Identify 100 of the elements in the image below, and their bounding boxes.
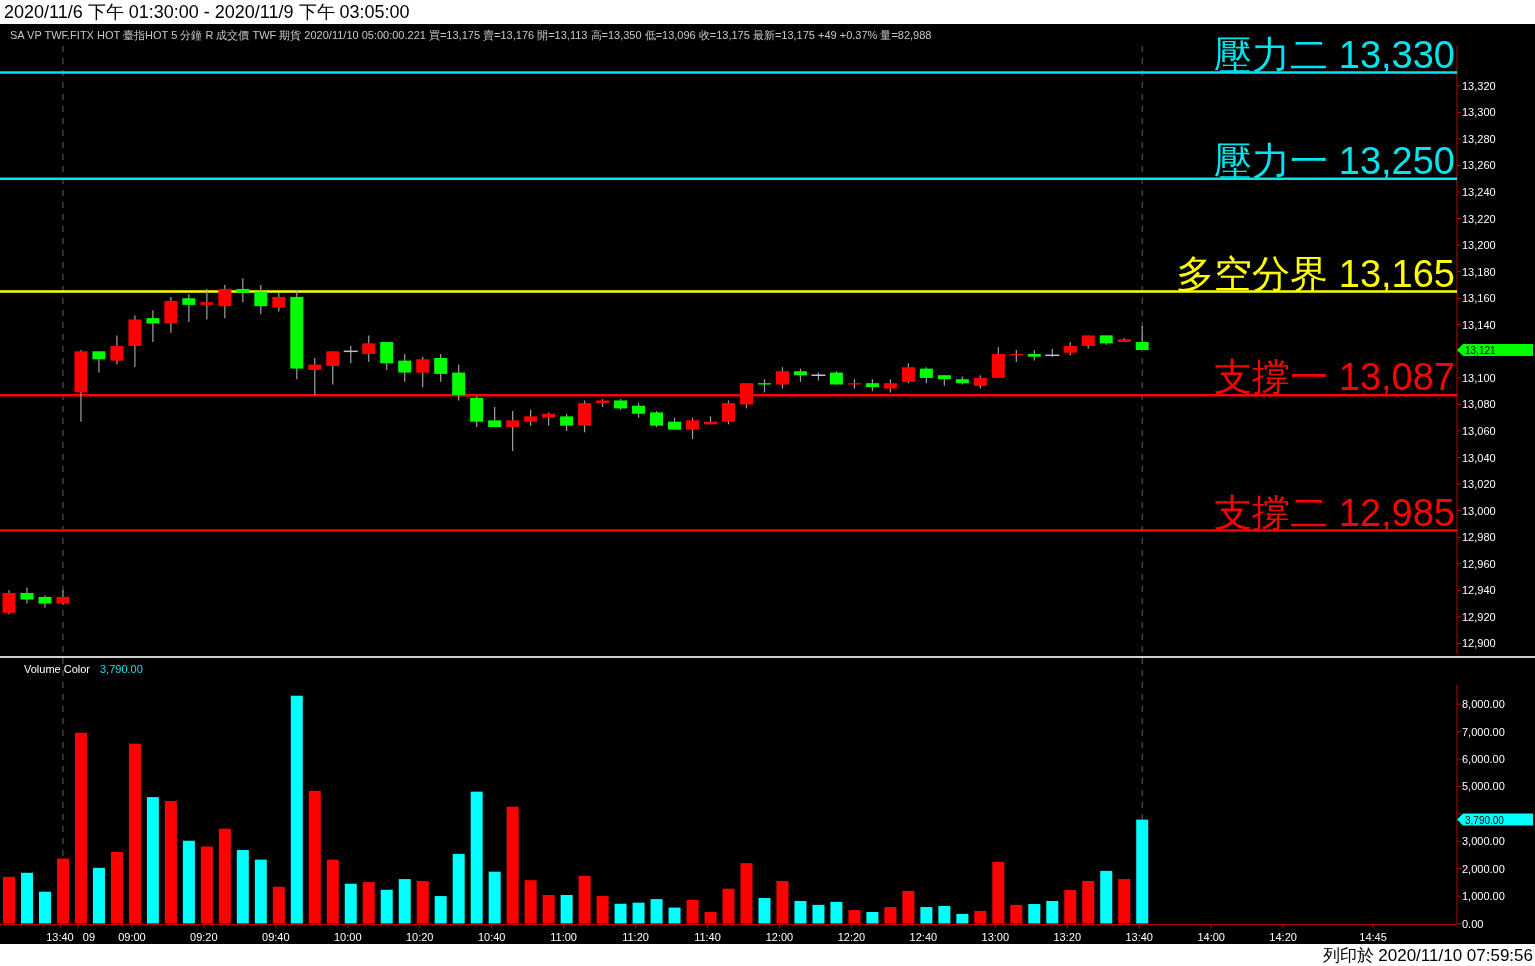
- y-tick-label: 13,000: [1462, 504, 1496, 517]
- candlestick: [110, 334, 124, 366]
- y-tick-label: 12,980: [1462, 531, 1496, 544]
- y-tick-label: 8,000.00: [1462, 698, 1505, 711]
- bar: [2, 876, 15, 924]
- bar: [380, 889, 393, 924]
- candlestick: [20, 587, 34, 605]
- y-tick-label: 3,000.00: [1462, 835, 1505, 848]
- bar: [290, 695, 303, 924]
- candlestick: [722, 399, 735, 425]
- candlestick: [470, 395, 484, 428]
- y-tick-label: 7,000.00: [1462, 725, 1505, 738]
- bar: [704, 911, 717, 924]
- bar: [794, 901, 807, 924]
- bar: [218, 828, 231, 924]
- bar: [434, 896, 447, 924]
- bar: [1082, 881, 1095, 924]
- candlestick: [92, 350, 106, 374]
- x-tick-label: 11:40: [694, 930, 721, 943]
- bar: [416, 881, 429, 924]
- bar: [722, 888, 735, 924]
- candlestick: [146, 309, 160, 343]
- bar: [146, 797, 159, 924]
- bar: [1064, 890, 1077, 924]
- ref-line-label: 多空分界 13,165: [1176, 252, 1455, 295]
- bar: [1046, 901, 1059, 924]
- y-tick-label: 2,000.00: [1462, 862, 1505, 875]
- bar: [236, 850, 249, 924]
- bar: [1136, 819, 1149, 924]
- y-tick-label: 12,940: [1462, 584, 1496, 597]
- ref-line-label: 壓力二 13,330: [1214, 33, 1455, 76]
- y-tick-label: 12,960: [1462, 557, 1496, 570]
- candlestick: [164, 296, 178, 334]
- bar: [848, 910, 861, 924]
- text: 3,790.00: [100, 663, 143, 675]
- bar: [308, 790, 321, 924]
- bar: [578, 875, 591, 924]
- candlestick: [578, 399, 592, 433]
- y-tick-label: 13,160: [1462, 292, 1496, 305]
- bar: [812, 904, 825, 924]
- x-tick-label: 12:00: [765, 930, 794, 943]
- bar: [542, 894, 555, 924]
- bar: [920, 907, 933, 924]
- bar: [272, 886, 285, 924]
- x-tick-label: 11:20: [622, 930, 649, 943]
- candlestick: [434, 353, 448, 383]
- candlestick: [200, 288, 214, 321]
- bar: [1100, 870, 1113, 924]
- chart-subtitle: SA VP TWF.FITX HOT 臺指HOT 5 分鐘 R 成交價 TWF 期貨 2020/11/10 05:00:00.221 買=13,175 賣=13,176 開=13,113 高=13,350 低=13,096 收=13,175 最新=13,175 +49 +0.37% 量=82,988: [10, 29, 932, 41]
- ref-line-label: 支撐二 12,985: [1214, 491, 1455, 534]
- y-tick-label: 13,180: [1462, 265, 1496, 278]
- y-tick-label: 13,200: [1462, 239, 1496, 252]
- bar: [452, 853, 465, 924]
- ref-line-label: 壓力一 13,250: [1214, 139, 1455, 182]
- candlestick: [991, 346, 1005, 379]
- bar: [488, 871, 501, 924]
- bar: [506, 806, 519, 924]
- bar: [758, 898, 771, 924]
- candlestick: [254, 284, 268, 315]
- bar: [362, 882, 375, 924]
- candlestick: [775, 366, 789, 390]
- bar: [92, 867, 105, 924]
- bar: [1010, 904, 1023, 924]
- x-tick-label: 13:40: [1125, 930, 1153, 943]
- y-tick-label: 13,140: [1462, 318, 1496, 331]
- bar: [110, 851, 123, 924]
- x-tick-label: 11:00: [550, 930, 577, 943]
- candlestick: [2, 589, 16, 615]
- bar: [650, 899, 663, 924]
- y-tick-label: 13,080: [1462, 398, 1496, 411]
- chart-title: 2020/11/6 下午 01:30:00 - 2020/11/9 下午 03:05:00: [4, 2, 410, 22]
- y-tick-label: 13,320: [1462, 79, 1496, 92]
- text: 列印於 2020/11/10 07:59:56: [1322, 946, 1533, 965]
- bar: [866, 911, 879, 924]
- y-tick-label: 13,220: [1462, 212, 1496, 225]
- chart-title: Volume Color: [24, 663, 91, 675]
- candlestick: [362, 334, 376, 363]
- x-tick-label: 13:20: [1053, 930, 1082, 943]
- y-tick-label: 13,020: [1462, 478, 1496, 491]
- y-tick-label: 5,000.00: [1462, 780, 1505, 793]
- bar: [1028, 904, 1041, 924]
- x-tick-label: 10:40: [477, 930, 506, 943]
- bar: [596, 896, 609, 924]
- x-tick-label: 12:40: [909, 930, 938, 943]
- x-tick-label: 09:40: [262, 930, 290, 943]
- y-tick-label: 13,300: [1462, 106, 1496, 119]
- y-tick-label: 12,900: [1462, 637, 1496, 650]
- x-tick-label: 14:45: [1359, 930, 1387, 943]
- bar: [56, 858, 69, 924]
- y-tick-label: 13,280: [1462, 132, 1496, 145]
- candlestick: [182, 293, 196, 323]
- candlestick: [416, 356, 430, 388]
- bar: [956, 913, 969, 924]
- candlestick: [236, 277, 250, 303]
- bar: [974, 910, 987, 924]
- y-tick-label: 1,000.00: [1462, 890, 1505, 903]
- bar: [740, 863, 753, 924]
- y-tick-label: 0.00: [1462, 917, 1484, 930]
- bar: [38, 891, 51, 924]
- candlestick: [272, 292, 286, 313]
